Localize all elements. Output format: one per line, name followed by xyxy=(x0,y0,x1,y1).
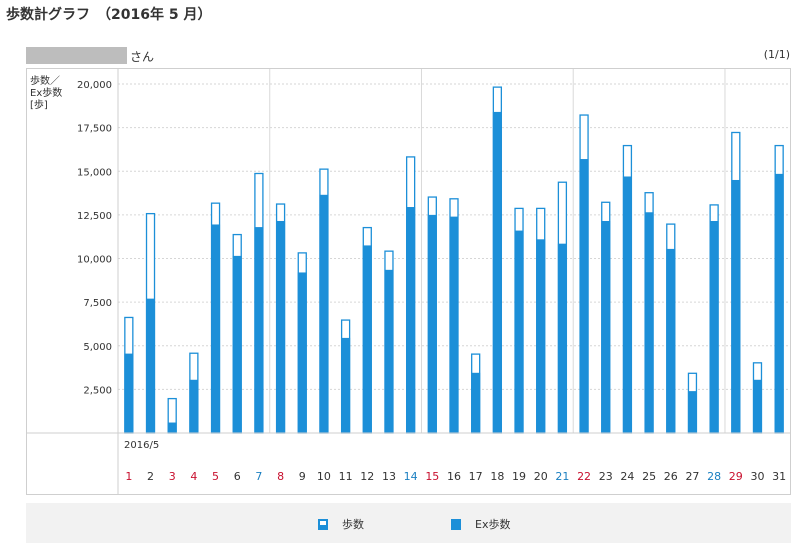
y-tick-label: 12,500 xyxy=(77,211,112,222)
bar-ex-steps xyxy=(731,179,741,433)
bar-ex-steps xyxy=(384,269,394,433)
x-tick-label: 24 xyxy=(620,470,634,483)
x-tick-label: 31 xyxy=(772,470,786,483)
x-tick-label: 25 xyxy=(642,470,656,483)
legend-item-ex: Ex歩数 xyxy=(451,516,510,532)
x-axis-title: 2016/5 xyxy=(124,440,159,451)
legend-swatch-steps-icon xyxy=(318,518,328,530)
bar-ex-steps xyxy=(406,207,416,433)
bar-ex-steps xyxy=(254,227,264,433)
x-tick-label: 26 xyxy=(664,470,678,483)
axes xyxy=(26,69,791,495)
bar-ex-steps xyxy=(557,243,567,433)
bar-ex-steps xyxy=(189,379,199,433)
x-tick-label: 5 xyxy=(212,470,219,483)
bar-ex-steps xyxy=(449,216,459,433)
x-tick-label: 28 xyxy=(707,470,721,483)
y-axis-title: 歩数／ Ex歩数 [歩] xyxy=(30,76,62,112)
x-tick-label: 20 xyxy=(534,470,548,483)
x-tick-label: 1 xyxy=(125,470,132,483)
x-tick-label: 27 xyxy=(685,470,699,483)
page-title: 歩数計グラフ （2016年 5 月） xyxy=(6,7,212,23)
x-tick-label: 10 xyxy=(317,470,331,483)
x-tick-label: 30 xyxy=(750,470,764,483)
x-tick-label: 16 xyxy=(447,470,461,483)
y-axis-title-line-2: Ex歩数 xyxy=(30,88,63,99)
x-tick-label: 22 xyxy=(577,470,591,483)
bar-ex-steps xyxy=(687,391,697,433)
bar-ex-steps xyxy=(601,220,611,433)
y-tick-label: 5,000 xyxy=(83,342,112,353)
legend: 歩数 Ex歩数 xyxy=(26,503,791,543)
bar-ex-steps xyxy=(427,214,437,433)
bar-ex-steps xyxy=(297,272,307,433)
bar-ex-steps xyxy=(752,379,762,433)
user-suffix: さん xyxy=(130,50,155,64)
x-tick-label: 19 xyxy=(512,470,526,483)
y-axis-title-line-1: 歩数／ xyxy=(30,76,60,87)
x-tick-label: 3 xyxy=(169,470,176,483)
x-tick-label: 7 xyxy=(255,470,262,483)
bar-ex-steps xyxy=(622,176,632,434)
x-tick-label: 13 xyxy=(382,470,396,483)
x-tick-label: 15 xyxy=(425,470,439,483)
legend-item-steps: 歩数 xyxy=(318,516,364,532)
bar-ex-steps xyxy=(232,255,242,433)
bars xyxy=(124,86,784,434)
x-tick-label: 17 xyxy=(469,470,483,483)
x-tick-label: 18 xyxy=(490,470,504,483)
tick-labels: 2,500 5,000 7,500 10,000 12,500 15,000 17,500 2… xyxy=(77,80,786,483)
y-tick-label: 2,500 xyxy=(83,385,112,396)
x-tick-label: 2 xyxy=(147,470,154,483)
bar-ex-steps xyxy=(319,194,329,433)
bar-ex-steps xyxy=(146,298,156,433)
x-tick-label: 21 xyxy=(555,470,569,483)
x-tick-label: 29 xyxy=(729,470,743,483)
bar-ex-steps xyxy=(774,173,784,433)
bar-ex-steps xyxy=(514,230,524,433)
bar-ex-steps xyxy=(666,248,676,433)
bar-ex-steps xyxy=(362,245,372,433)
bar-ex-steps xyxy=(644,212,654,433)
x-tick-label: 11 xyxy=(339,470,353,483)
bar-ex-steps xyxy=(709,220,719,433)
page-indicator: (1/1) xyxy=(763,48,790,61)
y-tick-label: 10,000 xyxy=(77,255,112,266)
x-tick-label: 12 xyxy=(360,470,374,483)
bar-ex-steps xyxy=(471,372,481,433)
legend-swatch-ex-icon xyxy=(451,518,461,530)
x-tick-label: 23 xyxy=(599,470,613,483)
bar-ex-steps xyxy=(211,224,221,433)
bar-ex-steps xyxy=(276,220,286,433)
week-separators xyxy=(269,69,726,433)
x-tick-label: 4 xyxy=(190,470,197,483)
y-axis-title-line-3: [歩] xyxy=(30,100,48,111)
y-tick-label: 20,000 xyxy=(77,80,112,91)
user-name-redacted xyxy=(26,47,127,64)
y-tick-label: 7,500 xyxy=(83,298,112,309)
legend-label-steps: 歩数 xyxy=(342,518,364,531)
legend-label-ex: Ex歩数 xyxy=(475,518,511,531)
y-tick-label: 15,000 xyxy=(77,167,112,178)
y-tick-label: 17,500 xyxy=(77,124,112,135)
bar-ex-steps xyxy=(579,159,589,433)
x-tick-label: 14 xyxy=(404,470,418,483)
bar-ex-steps xyxy=(167,422,177,433)
x-tick-label: 8 xyxy=(277,470,284,483)
step-chart: 2,500 5,000 7,500 10,000 12,500 15,000 17,500 2… xyxy=(26,69,791,495)
x-tick-label: 6 xyxy=(234,470,241,483)
bar-ex-steps xyxy=(492,111,502,434)
bar-ex-steps xyxy=(341,337,351,433)
bar-ex-steps xyxy=(124,353,134,433)
x-tick-label: 9 xyxy=(299,470,306,483)
user-row: さん (1/1) xyxy=(26,46,792,66)
bar-ex-steps xyxy=(536,239,546,433)
